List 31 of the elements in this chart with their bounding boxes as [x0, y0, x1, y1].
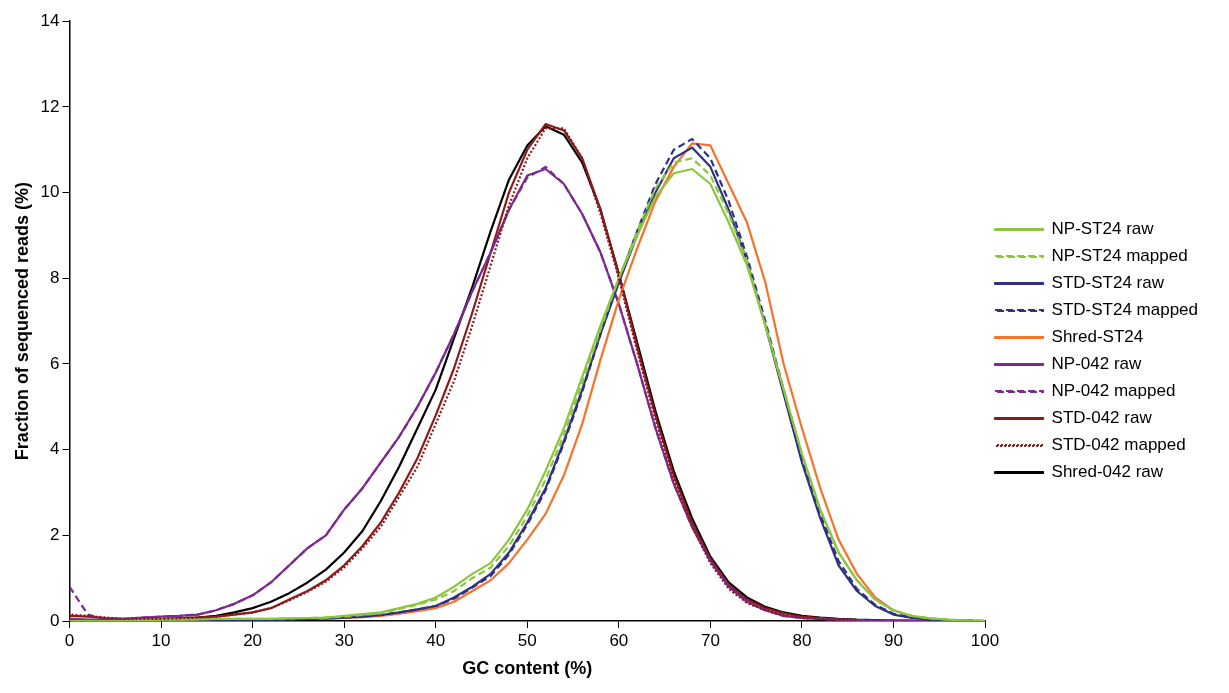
- y-tick-label: 4: [50, 439, 60, 459]
- y-tick-label: 10: [40, 182, 60, 202]
- legend-label: STD-ST24 raw: [1051, 273, 1165, 293]
- x-tick-label: 70: [700, 630, 720, 650]
- x-tick-label: 100: [970, 630, 1000, 650]
- x-tick-label: 40: [426, 630, 446, 650]
- legend-label: NP-ST24 mapped: [1051, 246, 1188, 266]
- x-tick-label: 20: [243, 630, 263, 650]
- x-tick-label: 30: [334, 630, 354, 650]
- x-tick-label: 0: [64, 630, 75, 650]
- x-tick-label: 60: [609, 630, 629, 650]
- y-tick-label: 0: [50, 610, 60, 630]
- x-tick-label: 10: [151, 630, 171, 650]
- y-tick-label: 2: [50, 525, 60, 544]
- x-tick-label: 80: [792, 630, 812, 650]
- x-axis-title: GC content (%): [462, 658, 593, 679]
- legend-label: NP-042 raw: [1051, 354, 1143, 374]
- legend-label: STD-042 mapped: [1051, 435, 1186, 455]
- y-tick-label: 8: [50, 267, 60, 287]
- legend-label: NP-ST24 raw: [1051, 219, 1155, 239]
- legend-label: NP-042 mapped: [1051, 381, 1176, 401]
- y-axis-title: Fraction of sequenced reads (%): [11, 182, 32, 461]
- legend-label: STD-042 raw: [1051, 408, 1153, 428]
- y-tick-label: 14: [40, 10, 60, 30]
- x-tick-label: 90: [884, 630, 903, 650]
- x-tick-label: 50: [517, 630, 537, 650]
- y-tick-label: 6: [50, 353, 60, 373]
- legend-label: Shred-042 raw: [1051, 462, 1164, 482]
- legend-label: STD-ST24 mapped: [1051, 300, 1198, 320]
- y-tick-label: 12: [40, 96, 60, 116]
- legend-label: Shred-ST24: [1051, 327, 1144, 347]
